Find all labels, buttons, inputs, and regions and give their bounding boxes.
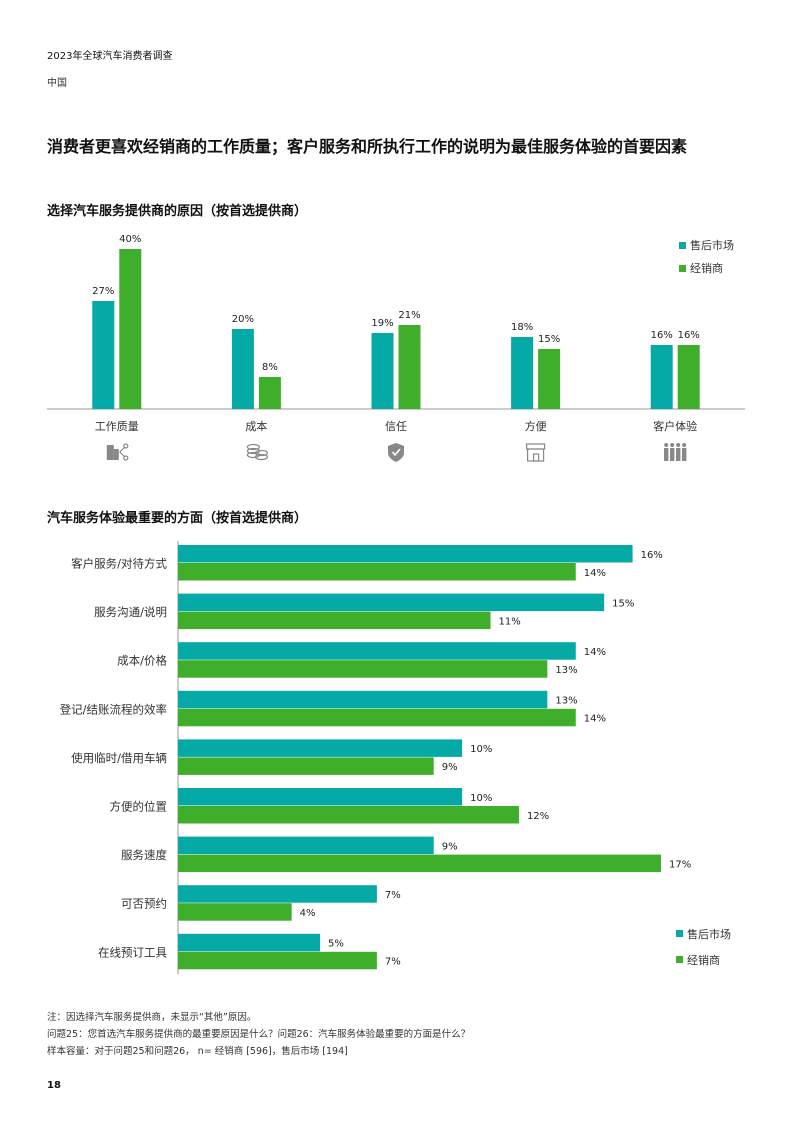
category-label: 成本 <box>245 419 267 433</box>
data-label: 18% <box>511 322 533 333</box>
data-label: 9% <box>442 762 458 773</box>
data-label: 8% <box>262 362 278 373</box>
reasons-bar-chart: 27% 40% 工作质量 20% 8% 成本 19% 21% 信任 18% 15% 方便 16% 16% 客… <box>47 234 745 462</box>
bar-dealer <box>538 349 561 409</box>
bar-dealer <box>178 660 548 678</box>
data-label: 20% <box>232 314 254 325</box>
data-label: 17% <box>669 859 691 870</box>
bar-dealer <box>178 806 519 824</box>
data-label: 27% <box>92 286 114 297</box>
bar-dealer <box>178 903 292 921</box>
footnote-3: 样本容量：对于问题25和问题26， n= 经销商 [596]，售后市场 [194… <box>47 1046 348 1057</box>
data-label: 13% <box>555 696 577 707</box>
category-label: 方便的位置 <box>110 800 168 814</box>
bar-aftermarket <box>231 329 254 409</box>
legend-swatch <box>679 265 686 272</box>
bar-aftermarket <box>178 690 548 709</box>
data-label: 16% <box>641 550 663 561</box>
data-label: 15% <box>538 334 560 345</box>
data-label: 7% <box>385 957 401 968</box>
bar-dealer <box>178 951 377 970</box>
legend-swatch <box>676 930 683 937</box>
data-label: 16% <box>678 330 700 341</box>
category-label: 方便 <box>525 419 547 433</box>
data-label: 12% <box>527 811 549 822</box>
category-label: 服务速度 <box>121 848 167 862</box>
building-network-icon <box>106 443 129 461</box>
chart1-title: 选择汽车服务提供商的原因（按首选提供商） <box>47 204 308 219</box>
bar-aftermarket <box>511 337 534 409</box>
category-label: 客户体验 <box>653 419 697 433</box>
report-title: 2023年全球汽车消费者调查 <box>47 51 173 62</box>
legend-label: 经销商 <box>687 953 720 967</box>
bar-dealer <box>119 249 142 409</box>
category-label: 信任 <box>385 420 407 433</box>
data-label: 13% <box>555 665 577 676</box>
region-label: 中国 <box>47 78 67 89</box>
category-label: 服务沟通/说明 <box>94 605 167 619</box>
footnote-2: 问题25：您首选汽车服务提供商的最重要原因是什么？问题26：汽车服务体验最重要的… <box>47 1029 471 1040</box>
data-label: 7% <box>385 890 401 901</box>
data-label: 4% <box>300 908 316 919</box>
bar-dealer <box>178 757 434 775</box>
footnote-1: 注：因选择汽车服务提供商，未显示“其他”原因。 <box>47 1012 257 1023</box>
bar-dealer <box>398 325 421 409</box>
bar-aftermarket <box>178 836 434 855</box>
bar-dealer <box>677 345 700 409</box>
bar-dealer <box>178 854 661 873</box>
data-label: 5% <box>328 939 344 950</box>
page-title: 消费者更喜欢经销商的工作质量；客户服务和所执行工作的说明为最佳服务体验的首要因素 <box>47 137 688 156</box>
legend-swatch <box>676 956 683 963</box>
data-label: 9% <box>442 841 458 852</box>
people-group-icon <box>664 443 687 461</box>
bar-aftermarket <box>650 345 673 409</box>
bar-aftermarket <box>178 593 605 612</box>
bar-aftermarket <box>92 301 115 409</box>
data-label: 40% <box>119 234 141 245</box>
bar-dealer <box>258 377 281 409</box>
footnotes: 注：因选择汽车服务提供商，未显示“其他”原因。 问题25：您首选汽车服务提供商的… <box>47 1009 470 1060</box>
category-label: 登记/结账流程的效率 <box>60 702 167 716</box>
shield-check-icon <box>388 443 404 462</box>
bar-aftermarket <box>178 933 321 952</box>
bar-aftermarket <box>178 885 377 903</box>
data-label: 14% <box>584 647 606 658</box>
data-label: 14% <box>584 714 606 725</box>
bar-dealer <box>178 563 576 581</box>
legend-label: 售后市场 <box>690 238 734 252</box>
category-label: 客户服务/对待方式 <box>71 557 167 571</box>
data-label: 10% <box>470 793 492 804</box>
bar-aftermarket <box>178 642 576 660</box>
bar-dealer <box>178 611 491 630</box>
category-label: 可否预约 <box>121 897 167 911</box>
category-label: 成本/价格 <box>117 654 167 668</box>
coins-icon <box>246 443 268 461</box>
bar-aftermarket <box>178 788 463 806</box>
data-label: 21% <box>398 310 420 321</box>
bar-dealer <box>178 708 576 727</box>
page-number: 18 <box>47 1080 61 1091</box>
legend-swatch <box>679 242 686 249</box>
data-label: 19% <box>371 318 393 329</box>
storefront-icon <box>525 443 546 462</box>
category-label: 使用临时/借用车辆 <box>71 751 167 765</box>
aspects-bar-chart: 16% 14% 客户服务/对待方式 15% 11% 服务沟通/说明 14% 13% 成本/价格 1… <box>60 541 731 975</box>
category-label: 工作质量 <box>95 420 139 433</box>
chart2-title: 汽车服务体验最重要的方面（按首选提供商） <box>47 511 308 526</box>
data-label: 10% <box>470 744 492 755</box>
data-label: 14% <box>584 568 606 579</box>
legend-label: 经销商 <box>690 261 723 275</box>
bar-aftermarket <box>371 333 394 409</box>
bar-aftermarket <box>178 739 463 757</box>
data-label: 11% <box>499 616 521 627</box>
data-label: 15% <box>612 598 634 609</box>
category-label: 在线预订工具 <box>98 945 167 959</box>
bar-aftermarket <box>178 545 633 563</box>
data-label: 16% <box>651 330 673 341</box>
legend-label: 售后市场 <box>687 927 731 941</box>
